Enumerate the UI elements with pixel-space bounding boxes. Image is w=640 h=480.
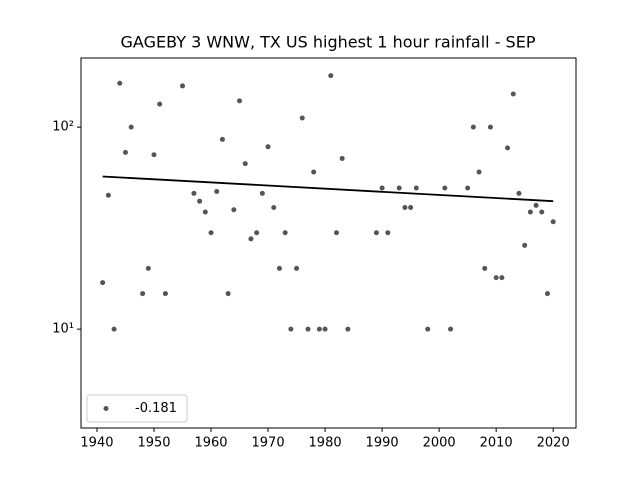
point bbox=[510, 91, 516, 97]
point bbox=[402, 205, 408, 211]
point bbox=[544, 291, 550, 297]
point bbox=[316, 326, 322, 332]
y-tick-label: 10¹ bbox=[52, 322, 74, 337]
point bbox=[128, 124, 134, 130]
point bbox=[527, 209, 533, 215]
legend-box bbox=[86, 394, 188, 423]
point bbox=[539, 209, 545, 215]
point bbox=[396, 185, 402, 191]
point bbox=[117, 80, 123, 86]
point bbox=[100, 280, 106, 286]
point bbox=[259, 190, 265, 196]
plot-frame bbox=[80, 57, 577, 429]
point bbox=[197, 198, 203, 204]
point bbox=[442, 185, 448, 191]
point bbox=[162, 291, 168, 297]
point bbox=[202, 209, 208, 215]
point bbox=[305, 326, 311, 332]
x-tick-label: 1990 bbox=[366, 436, 399, 451]
x-tick-label: 2010 bbox=[480, 436, 513, 451]
point bbox=[180, 83, 186, 89]
point bbox=[328, 73, 334, 79]
x-tick-label: 1970 bbox=[252, 436, 285, 451]
x-tick-label: 1950 bbox=[137, 436, 170, 451]
point bbox=[448, 326, 454, 332]
point bbox=[157, 101, 163, 107]
point bbox=[248, 236, 254, 242]
x-tick-label: 1980 bbox=[309, 436, 342, 451]
point bbox=[522, 242, 528, 248]
point bbox=[311, 169, 317, 175]
legend-label: -0.181 bbox=[135, 401, 177, 416]
point bbox=[288, 326, 294, 332]
point bbox=[276, 265, 282, 271]
point bbox=[237, 98, 243, 104]
point bbox=[191, 190, 197, 196]
point bbox=[413, 185, 419, 191]
point bbox=[493, 275, 499, 281]
point bbox=[425, 326, 431, 332]
point bbox=[140, 291, 146, 297]
x-tick-label: 2000 bbox=[423, 436, 456, 451]
point bbox=[145, 265, 151, 271]
point bbox=[373, 230, 379, 236]
point bbox=[294, 265, 300, 271]
point bbox=[254, 230, 260, 236]
point bbox=[105, 192, 111, 198]
point bbox=[322, 326, 328, 332]
point bbox=[487, 124, 493, 130]
x-tick-label: 1940 bbox=[80, 436, 113, 451]
point bbox=[505, 145, 511, 151]
point bbox=[111, 326, 117, 332]
point bbox=[345, 326, 351, 332]
point bbox=[499, 275, 505, 281]
point bbox=[122, 149, 128, 155]
point bbox=[550, 219, 556, 225]
point bbox=[482, 265, 488, 271]
trend-line bbox=[102, 175, 554, 203]
legend-marker bbox=[103, 406, 109, 411]
point bbox=[219, 136, 225, 142]
point bbox=[265, 144, 271, 150]
point bbox=[151, 152, 157, 158]
point bbox=[271, 205, 277, 211]
point bbox=[476, 169, 482, 175]
point bbox=[408, 205, 414, 211]
point bbox=[333, 230, 339, 236]
point bbox=[385, 230, 391, 236]
point bbox=[470, 124, 476, 130]
point bbox=[465, 185, 471, 191]
x-tick-label: 2020 bbox=[537, 436, 570, 451]
point bbox=[214, 189, 220, 195]
point bbox=[533, 202, 539, 208]
point bbox=[242, 161, 248, 167]
point bbox=[231, 207, 237, 213]
x-tick-label: 1960 bbox=[194, 436, 227, 451]
point bbox=[225, 291, 231, 297]
point bbox=[299, 115, 305, 121]
y-tick-label: 10² bbox=[52, 120, 74, 135]
point bbox=[379, 185, 385, 191]
chart-title: GAGEBY 3 WNW, TX US highest 1 hour rainf… bbox=[121, 33, 536, 52]
point bbox=[282, 230, 288, 236]
point bbox=[208, 230, 214, 236]
point bbox=[516, 190, 522, 196]
point bbox=[339, 155, 345, 161]
